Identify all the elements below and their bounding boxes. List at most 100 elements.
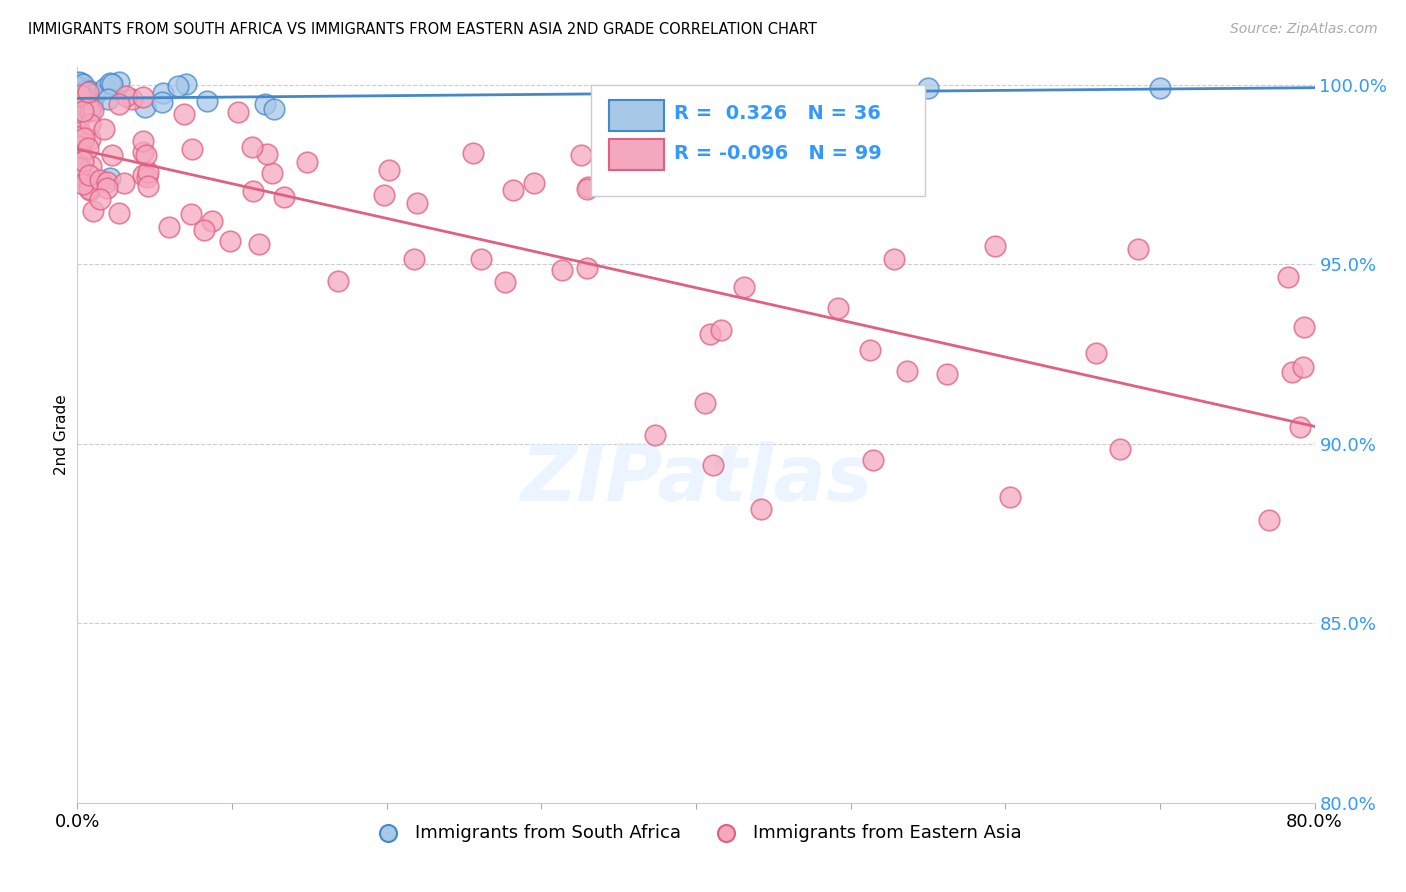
Point — [406, 196, 429, 211]
Point — [72, 154, 94, 169]
Point — [112, 176, 135, 190]
Point — [180, 207, 202, 221]
Point — [883, 252, 905, 267]
Point — [79, 132, 101, 146]
Point — [67, 75, 90, 89]
Point — [135, 147, 157, 161]
Text: IMMIGRANTS FROM SOUTH AFRICA VS IMMIGRANTS FROM EASTERN ASIA 2ND GRADE CORRELATI: IMMIGRANTS FROM SOUTH AFRICA VS IMMIGRAN… — [28, 22, 817, 37]
Point — [76, 86, 98, 100]
Point — [136, 165, 159, 179]
Point — [200, 214, 222, 228]
Point — [77, 174, 100, 188]
Point — [132, 89, 155, 103]
Point — [72, 77, 94, 91]
Point — [69, 152, 91, 166]
Text: ZIPatlas: ZIPatlas — [520, 441, 872, 517]
Point — [70, 129, 93, 144]
Point — [378, 163, 401, 178]
Point — [167, 79, 190, 94]
Point — [72, 104, 94, 119]
Point — [502, 183, 524, 197]
Point — [75, 83, 97, 97]
Point — [551, 263, 574, 277]
FancyBboxPatch shape — [609, 100, 664, 131]
Point — [70, 101, 93, 115]
Text: R = -0.096   N = 99: R = -0.096 N = 99 — [673, 144, 882, 162]
FancyBboxPatch shape — [591, 86, 925, 195]
Text: Source: ZipAtlas.com: Source: ZipAtlas.com — [1230, 22, 1378, 37]
Point — [256, 146, 278, 161]
Point — [575, 182, 598, 196]
Point — [79, 95, 101, 110]
Point — [132, 168, 155, 182]
Point — [115, 88, 138, 103]
Point — [827, 301, 849, 315]
Point — [1294, 319, 1316, 334]
Point — [76, 100, 98, 114]
Point — [1126, 242, 1149, 256]
Point — [152, 86, 174, 100]
Point — [80, 159, 103, 173]
Point — [1277, 269, 1299, 284]
Point — [132, 134, 155, 148]
Point — [69, 86, 91, 100]
Point — [263, 102, 285, 116]
Point — [699, 327, 721, 342]
Point — [242, 184, 264, 198]
Point — [108, 206, 131, 220]
Point — [936, 367, 959, 381]
Point — [463, 146, 485, 161]
Point — [98, 171, 121, 186]
Point — [67, 94, 90, 108]
Point — [72, 135, 94, 149]
Point — [273, 190, 295, 204]
Point — [73, 90, 96, 104]
Point — [326, 274, 349, 288]
Point — [135, 170, 157, 185]
Point — [77, 182, 100, 196]
Point — [710, 323, 733, 337]
Point — [702, 458, 724, 472]
Point — [79, 183, 101, 197]
Point — [253, 97, 276, 112]
Point — [80, 97, 103, 112]
Point — [152, 95, 174, 110]
Point — [131, 145, 153, 160]
FancyBboxPatch shape — [609, 139, 664, 170]
Point — [73, 130, 96, 145]
Point — [242, 140, 264, 154]
Point — [93, 122, 115, 136]
Point — [76, 102, 98, 116]
Point — [749, 501, 772, 516]
Point — [96, 180, 118, 194]
Point — [523, 176, 546, 190]
Point — [67, 139, 90, 153]
Point — [134, 100, 156, 114]
Point — [82, 204, 104, 219]
Point — [70, 98, 93, 112]
Y-axis label: 2nd Grade: 2nd Grade — [53, 394, 69, 475]
Point — [69, 87, 91, 102]
Text: R =  0.326   N = 36: R = 0.326 N = 36 — [673, 104, 880, 123]
Point — [83, 88, 105, 103]
Point — [984, 238, 1007, 252]
Point — [157, 219, 180, 234]
Point — [96, 175, 118, 189]
Point — [470, 252, 492, 266]
Point — [373, 188, 395, 202]
Point — [1292, 360, 1315, 375]
Point — [575, 260, 598, 275]
Point — [97, 92, 120, 106]
Point — [108, 75, 131, 89]
Point — [1281, 365, 1303, 379]
Point — [404, 252, 426, 267]
Point — [107, 96, 129, 111]
Point — [1289, 420, 1312, 434]
Point — [69, 76, 91, 90]
Point — [70, 99, 93, 113]
Point — [98, 76, 121, 90]
Point — [859, 343, 882, 357]
Point — [219, 234, 242, 248]
Point — [77, 168, 100, 182]
Point — [173, 106, 195, 120]
